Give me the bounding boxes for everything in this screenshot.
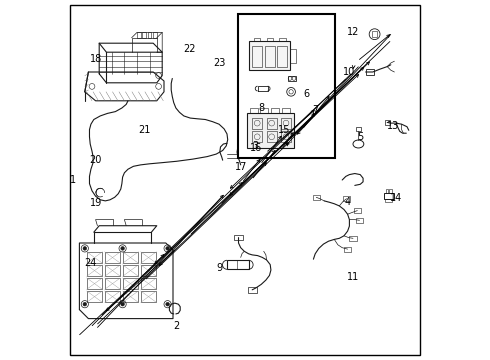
Bar (250, 108, 258, 113)
Text: 5: 5 (357, 132, 363, 142)
Text: 19: 19 (90, 198, 102, 208)
Bar (141, 265, 156, 276)
Text: 1: 1 (70, 175, 76, 185)
Bar (122, 278, 139, 289)
Bar (141, 291, 156, 302)
Circle shape (121, 302, 124, 306)
Text: 2: 2 (173, 321, 180, 331)
Bar (153, 32, 157, 38)
Circle shape (121, 247, 124, 250)
Bar (271, 108, 279, 113)
Text: 18: 18 (90, 54, 102, 64)
Text: 22: 22 (183, 44, 196, 54)
Bar (87, 278, 102, 289)
Bar (247, 113, 294, 148)
Text: 12: 12 (347, 27, 359, 37)
Bar (87, 291, 102, 302)
Text: 10: 10 (343, 67, 356, 77)
Bar (104, 252, 121, 263)
Bar (279, 38, 286, 41)
Bar (267, 118, 277, 129)
Bar (141, 278, 156, 289)
Bar (384, 193, 393, 199)
Circle shape (166, 247, 170, 250)
Bar (143, 32, 146, 38)
Bar (267, 131, 277, 142)
Text: 8: 8 (258, 103, 264, 113)
Bar (122, 291, 139, 302)
Bar (265, 46, 275, 67)
Text: 15: 15 (278, 125, 291, 135)
Bar (252, 46, 262, 67)
Text: 6: 6 (303, 89, 309, 99)
Bar (390, 189, 392, 193)
Bar (366, 69, 373, 75)
Bar (87, 252, 102, 263)
Bar (141, 252, 156, 263)
Text: 11: 11 (347, 272, 359, 282)
Text: 24: 24 (84, 258, 97, 268)
Text: 3: 3 (253, 141, 259, 151)
Text: 16: 16 (250, 143, 262, 153)
Text: 7: 7 (312, 105, 318, 115)
Text: 23: 23 (214, 58, 226, 68)
Bar (87, 265, 102, 276)
Bar (354, 208, 361, 213)
Text: 21: 21 (138, 125, 150, 135)
Bar (386, 189, 388, 193)
Text: 20: 20 (89, 155, 102, 165)
Circle shape (166, 302, 170, 306)
Bar (122, 252, 139, 263)
Bar (356, 218, 363, 223)
Bar (356, 127, 361, 131)
Circle shape (83, 247, 87, 250)
Bar (104, 291, 121, 302)
Text: 9: 9 (217, 263, 223, 273)
Bar (372, 31, 377, 37)
Text: 17: 17 (235, 162, 247, 172)
Bar (248, 41, 290, 70)
Bar (104, 278, 121, 289)
Circle shape (83, 302, 87, 306)
Bar (148, 32, 151, 38)
Bar (227, 260, 248, 269)
Bar (238, 14, 335, 158)
Bar (137, 32, 141, 38)
Bar (282, 108, 290, 113)
Bar (349, 236, 357, 241)
Bar (261, 108, 269, 113)
Bar (248, 287, 257, 293)
Bar (386, 199, 392, 202)
Bar (281, 131, 291, 142)
Bar (267, 38, 273, 41)
Bar (313, 195, 320, 200)
Bar (122, 265, 139, 276)
Bar (252, 131, 262, 142)
Bar (385, 120, 390, 125)
Bar (344, 247, 351, 252)
Text: 4: 4 (344, 197, 351, 207)
Bar (277, 46, 288, 67)
Text: 14: 14 (390, 193, 402, 203)
Bar (254, 38, 261, 41)
Bar (281, 118, 291, 129)
Bar (252, 118, 262, 129)
Bar (104, 265, 121, 276)
Text: 13: 13 (387, 121, 399, 131)
Bar (288, 76, 296, 81)
Bar (234, 235, 243, 240)
Bar (343, 196, 350, 201)
